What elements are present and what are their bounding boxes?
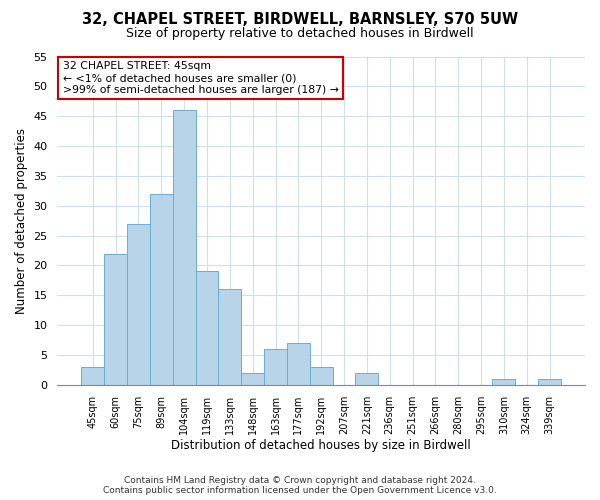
Bar [127, 224, 150, 385]
X-axis label: Distribution of detached houses by size in Birdwell: Distribution of detached houses by size … [172, 440, 471, 452]
Bar [82, 367, 104, 385]
Bar [355, 373, 379, 385]
Bar [287, 343, 310, 385]
Bar [150, 194, 173, 385]
Y-axis label: Number of detached properties: Number of detached properties [15, 128, 28, 314]
Bar [538, 379, 561, 385]
Bar [241, 373, 264, 385]
Bar [264, 349, 287, 385]
Text: 32 CHAPEL STREET: 45sqm
← <1% of detached houses are smaller (0)
>99% of semi-de: 32 CHAPEL STREET: 45sqm ← <1% of detache… [62, 62, 338, 94]
Bar [173, 110, 196, 385]
Text: Contains HM Land Registry data © Crown copyright and database right 2024.
Contai: Contains HM Land Registry data © Crown c… [103, 476, 497, 495]
Bar [310, 367, 332, 385]
Bar [218, 290, 241, 385]
Bar [196, 272, 218, 385]
Bar [493, 379, 515, 385]
Text: Size of property relative to detached houses in Birdwell: Size of property relative to detached ho… [126, 28, 474, 40]
Text: 32, CHAPEL STREET, BIRDWELL, BARNSLEY, S70 5UW: 32, CHAPEL STREET, BIRDWELL, BARNSLEY, S… [82, 12, 518, 28]
Bar [104, 254, 127, 385]
